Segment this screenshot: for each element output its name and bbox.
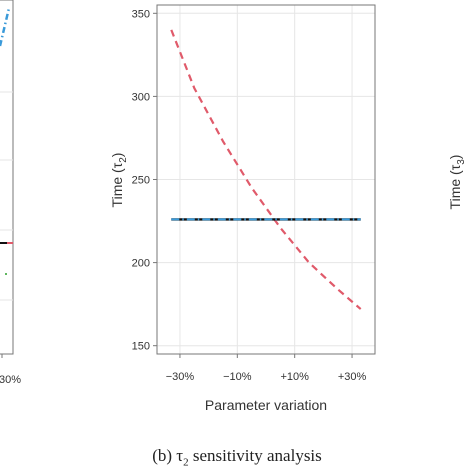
right-y-axis-label-subscript: 3 [456, 159, 467, 165]
caption-rest: sensitivity analysis [188, 446, 322, 465]
y-ticks: 150 200 250 300 350 [132, 8, 157, 353]
center-chart-panel: 150 200 250 300 350 −30% −10% +10% +30% Time (τ… [109, 4, 376, 413]
x-tick-label: +30% [338, 371, 367, 383]
y-tick-label: 350 [132, 8, 150, 20]
y-axis-label-subscript: 2 [118, 157, 129, 163]
y-tick-label: 300 [132, 91, 150, 103]
caption-main: (b) τ [152, 446, 184, 465]
left-series-green [5, 273, 7, 275]
x-tick-label: −10% [223, 371, 252, 383]
left-series-blue [0, 7, 11, 47]
y-tick-label: 250 [132, 175, 150, 187]
figure-caption: (b) τ2 sensitivity analysis [0, 446, 474, 468]
caption-subscript: 2 [183, 456, 189, 469]
left-plot-frame [0, 0, 14, 355]
y-axis-label: Time (τ2) [109, 153, 129, 208]
left-x-tick-label: 30% [0, 374, 21, 386]
x-ticks: −30% −10% +10% +30% [166, 354, 367, 383]
y-axis-label-suffix: ) [109, 153, 125, 158]
series-line-dashed [170, 29, 362, 310]
left-chart-panel: 30% [0, 0, 21, 386]
x-tick-label: +10% [280, 371, 309, 383]
y-axis-label-prefix: Time (τ [109, 162, 125, 207]
right-y-axis-label: Time (τ3) [447, 155, 467, 210]
x-tick-label: −30% [166, 371, 195, 383]
x-axis-label: Parameter variation [205, 397, 327, 413]
series-layer [170, 29, 362, 310]
y-tick-label: 200 [132, 258, 150, 270]
right-y-axis-label-prefix: Time (τ [447, 164, 463, 209]
right-y-axis-label-suffix: ) [447, 155, 463, 160]
y-tick-label: 150 [132, 341, 150, 353]
grid [157, 5, 375, 354]
right-chart-panel: Time (τ3) [447, 155, 467, 210]
